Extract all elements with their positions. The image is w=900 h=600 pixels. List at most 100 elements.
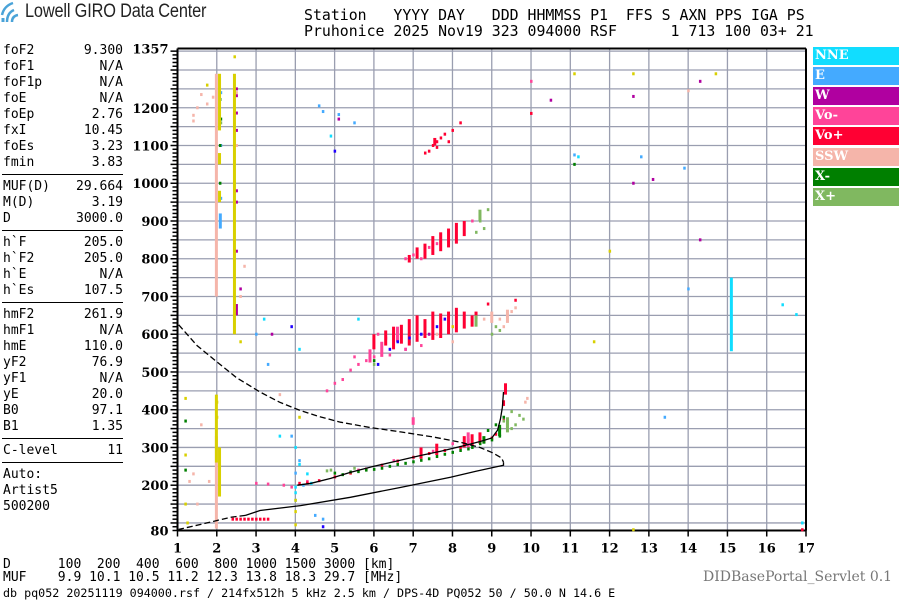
echo-xplus-streak (478, 209, 482, 221)
echo-w-point (632, 94, 635, 98)
echo-e-point (337, 113, 341, 117)
y-tick-label: 1100 (132, 140, 168, 155)
legend-item-vominus: Vo- (813, 107, 899, 126)
echo-nne-point (801, 521, 804, 525)
echo-xminus-point (451, 450, 454, 454)
echo-xminus-point (404, 461, 407, 465)
echo-w-point (698, 238, 702, 242)
echo-2000ff-point (321, 525, 325, 529)
param-label: hmF1 (3, 323, 35, 338)
echo-voplus-streak (392, 326, 396, 350)
echo-voplus-point (258, 517, 262, 521)
echo-e-point (313, 513, 317, 517)
echo-nne-streak (729, 277, 733, 352)
echo-xminus-point (380, 466, 384, 470)
echo-xplus-point (494, 325, 498, 329)
echo-voplus-streak (415, 247, 419, 259)
echo-ssw-point (502, 325, 506, 329)
echo-voplus-point (251, 517, 254, 521)
echo-ssw-streak (214, 73, 218, 297)
echo-2000ff-point (333, 149, 337, 153)
echo-voplus-point (235, 517, 238, 521)
echo-ssw-point (196, 106, 199, 110)
echo-d8d000-point (573, 72, 576, 76)
echo-voplus-point (431, 144, 435, 148)
x-tick-label: 4 (291, 542, 300, 557)
echo-d8d000-streak (218, 447, 222, 497)
echo-w-point (235, 128, 238, 132)
echo-e-point (640, 155, 643, 159)
param-label: h`F (3, 235, 27, 250)
echo-xplus-point (518, 413, 521, 417)
echo-ssw-point (200, 423, 203, 427)
echo-vominus-point (420, 257, 423, 261)
param-row: hmF2 261.9 (3, 307, 123, 323)
echo-ssw-point (192, 119, 195, 123)
param-label: fxI (3, 123, 27, 138)
echo-vominus-point (467, 438, 470, 442)
echo-vominus-point (266, 482, 270, 486)
x-tick-label: 10 (522, 542, 540, 557)
echo-vominus-point (412, 253, 415, 257)
legend-item-xplus: X+ (813, 187, 899, 206)
param-row: h`Es 107.5 (3, 283, 123, 299)
echo-d8d000-point (714, 72, 718, 76)
echo-nne-point (294, 491, 297, 495)
param-row: C-level 11 (3, 443, 123, 459)
echo-voplus-streak (399, 324, 403, 344)
echo-w-point (632, 181, 635, 185)
echo-voplus-point (435, 140, 439, 144)
echo-w-point (239, 287, 242, 291)
param-value: 3.83 (91, 155, 123, 170)
logo: Lowell GIRO Data Center (0, 0, 900, 24)
echo-voplus-point (530, 111, 533, 115)
echo-ssw-point (514, 306, 517, 310)
param-value: 205.0 (83, 251, 123, 266)
echo-e-point (290, 434, 293, 438)
param-label: fmin (3, 155, 35, 170)
echo-voplus-point (298, 481, 301, 485)
echo-ssw-point (526, 396, 529, 400)
echo-d8d000-point (215, 415, 219, 419)
param-row: yF1 N/A (3, 371, 123, 387)
param-row: B0 97.1 (3, 403, 123, 419)
echo-d8d000-point (608, 249, 612, 253)
param-row: foEs 3.23 (3, 139, 123, 155)
echo-vominus-point (341, 378, 344, 382)
y-tick-label: 80 (150, 525, 168, 540)
x-tick-label: 2 (212, 542, 221, 557)
param-label: h`F2 (3, 251, 35, 266)
param-value: 261.9 (83, 307, 123, 322)
muf-row: MUF 9.9 10.1 10.5 11.2 12.3 13.8 18.3 29… (3, 570, 403, 585)
param-label: h`E (3, 267, 27, 282)
legend-item-w: W (813, 87, 899, 106)
echo-ssw-point (188, 479, 191, 483)
param-label: D (3, 211, 11, 226)
echo-ssw-point (243, 264, 246, 268)
legend-item-voplus: Vo+ (813, 127, 899, 146)
echo-w-point (549, 98, 553, 102)
param-label: B0 (3, 403, 19, 418)
echo-vominus-streak (380, 341, 384, 357)
echo-nne-point (294, 445, 297, 449)
echo-xminus-point (218, 181, 222, 185)
echo-2000ff-point (435, 325, 439, 329)
param-value: 3.23 (91, 139, 123, 154)
echo-ssw-point (196, 502, 199, 506)
echo-voplus-point (306, 481, 309, 485)
x-tick-label: 15 (718, 542, 736, 557)
echo-nne-point (278, 434, 282, 438)
echo-voplus-streak (502, 400, 506, 406)
y-tick-label: 300 (141, 441, 168, 456)
echo-ssw-point (235, 91, 238, 95)
x-tick-label: 14 (679, 542, 697, 557)
echo-e-point (687, 287, 690, 291)
echo-xminus-point (388, 464, 392, 468)
param-value: 29.664 (76, 179, 123, 194)
echo-d8d000-point (184, 502, 187, 506)
param-value: 9.300 (83, 43, 123, 58)
param-row: foF2 9.300 (3, 43, 123, 59)
echo-nne-point (329, 134, 333, 138)
echo-xminus-point (478, 442, 482, 446)
echo-vominus-point (333, 381, 337, 385)
